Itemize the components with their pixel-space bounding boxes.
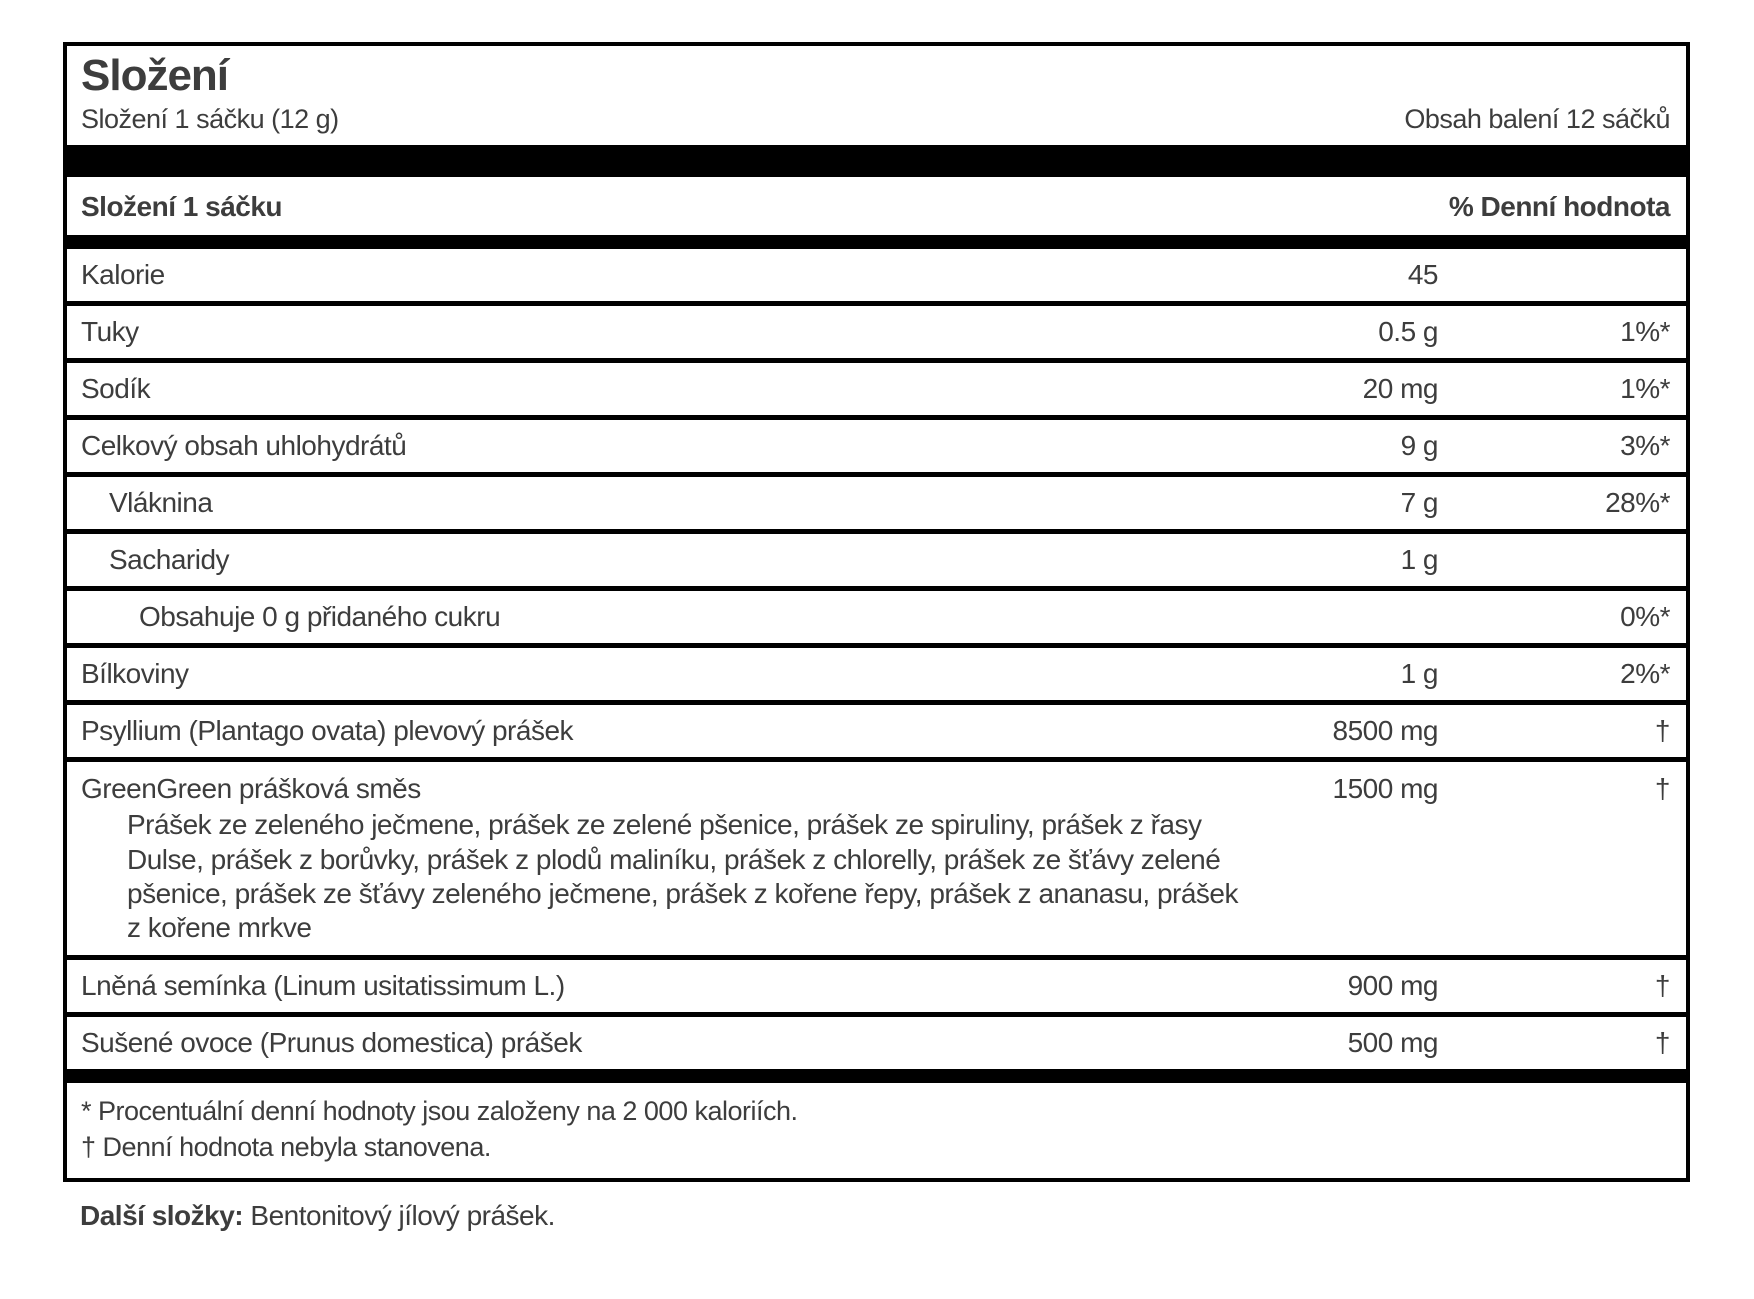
nutrient-row-sodium: Sodík 20 mg 1%* [67, 358, 1686, 415]
nutrient-amount: 0.5 g [1378, 316, 1438, 348]
column-header-serving: Složení 1 sáčku [81, 191, 283, 223]
nutrient-name: Sušené ovoce (Prunus domestica) prášek [81, 1027, 582, 1059]
separator-bar-top [67, 145, 1686, 178]
nutrient-row-dried-fruit: Sušené ovoce (Prunus domestica) prášek 5… [67, 1012, 1686, 1069]
nutrient-row-protein: Bílkoviny 1 g 2%* [67, 643, 1686, 700]
nutrient-row-flax-seed: Lněná semínka (Linum usitatissimum L.) 9… [67, 955, 1686, 1012]
nutrient-name: Psyllium (Plantago ovata) plevový prášek [81, 715, 574, 747]
nutrient-row-psyllium: Psyllium (Plantago ovata) plevový prášek… [67, 700, 1686, 757]
nutrient-daily-value: † [1654, 773, 1671, 805]
nutrient-amount: 45 [1407, 259, 1439, 291]
separator-bar-header [67, 235, 1686, 250]
column-header-row: Složení 1 sáčku % Denní hodnota [67, 177, 1686, 235]
nutrient-amount: 1 g [1400, 544, 1439, 576]
nutrient-name: Celkový obsah uhlohydrátů [81, 430, 407, 462]
nutrient-amount: 500 mg [1347, 1027, 1439, 1059]
nutrient-daily-value: 1%* [1620, 316, 1670, 348]
nutrient-amount: 900 mg [1347, 970, 1439, 1002]
serving-size-text: Složení 1 sáčku (12 g) [81, 104, 339, 135]
nutrient-name: Obsahuje 0 g přidaného cukru [139, 601, 501, 633]
other-ingredients-label: Další složky: [80, 1200, 244, 1231]
footnote-daily-values: * Procentuální denní hodnoty jsou založe… [81, 1096, 798, 1127]
nutrient-row-added-sugar: Obsahuje 0 g přidaného cukru 0%* [67, 586, 1686, 643]
panel-title: Složení [81, 51, 229, 100]
panel-header: Složení Složení 1 sáčku (12 g) Obsah bal… [67, 46, 1686, 145]
nutrient-daily-value: † [1654, 970, 1671, 1002]
nutrient-name: Tuky [81, 316, 139, 348]
nutrient-amount: 1500 mg [1332, 773, 1439, 805]
nutrient-daily-value: 0%* [1620, 601, 1670, 633]
footnotes: * Procentuální denní hodnoty jsou založe… [67, 1083, 1686, 1178]
column-header-daily-value: % Denní hodnota [1448, 191, 1671, 223]
nutrient-amount: 20 mg [1362, 373, 1439, 405]
footnote-dv-not-established: † Denní hodnota nebyla stanovena. [81, 1132, 491, 1163]
other-ingredients: Další složky: Bentonitový jílový prášek. [80, 1200, 555, 1232]
nutrient-rows: Kalorie 45 Tuky 0.5 g 1%* Sodík 20 mg 1%… [67, 249, 1686, 1069]
nutrient-name: Sodík [81, 373, 151, 405]
nutrient-amount: 9 g [1400, 430, 1439, 462]
nutrient-name: Bílkoviny [81, 658, 189, 690]
nutrient-daily-value: 2%* [1620, 658, 1670, 690]
nutrient-row-greengreen-blend: GreenGreen prášková směs 1500 mg † Práše… [67, 757, 1686, 955]
nutrient-daily-value: † [1654, 1027, 1671, 1059]
nutrient-name: Vláknina [109, 487, 213, 519]
nutrition-facts-panel: Složení Složení 1 sáčku (12 g) Obsah bal… [63, 42, 1690, 1182]
nutrient-daily-value: 1%* [1620, 373, 1670, 405]
nutrient-daily-value: 3%* [1620, 430, 1670, 462]
nutrient-row-fiber: Vláknina 7 g 28%* [67, 472, 1686, 529]
other-ingredients-text: Bentonitový jílový prášek. [243, 1200, 555, 1231]
nutrient-row-calories: Kalorie 45 [67, 249, 1686, 301]
separator-bar-bottom [67, 1069, 1686, 1084]
nutrient-amount: 1 g [1400, 658, 1439, 690]
nutrient-name: Kalorie [81, 259, 165, 291]
nutrient-amount: 7 g [1400, 487, 1439, 519]
nutrient-amount: 8500 mg [1332, 715, 1439, 747]
nutrient-name: Lněná semínka (Linum usitatissimum L.) [81, 970, 565, 1002]
nutrient-name: Sacharidy [109, 544, 230, 576]
nutrient-daily-value: † [1654, 715, 1671, 747]
blend-ingredient-list: Prášek ze zeleného ječmene, prášek ze ze… [127, 809, 1239, 943]
nutrient-row-carbohydrates: Celkový obsah uhlohydrátů 9 g 3%* [67, 415, 1686, 472]
nutrient-daily-value: 28%* [1605, 487, 1670, 519]
nutrient-name: GreenGreen prášková směs [81, 773, 421, 805]
nutrient-row-sugars: Sacharidy 1 g [67, 529, 1686, 586]
nutrient-row-fat: Tuky 0.5 g 1%* [67, 301, 1686, 358]
package-contents-text: Obsah balení 12 sáčků [1404, 104, 1670, 135]
serving-row: Složení 1 sáčku (12 g) Obsah balení 12 s… [81, 104, 1670, 135]
